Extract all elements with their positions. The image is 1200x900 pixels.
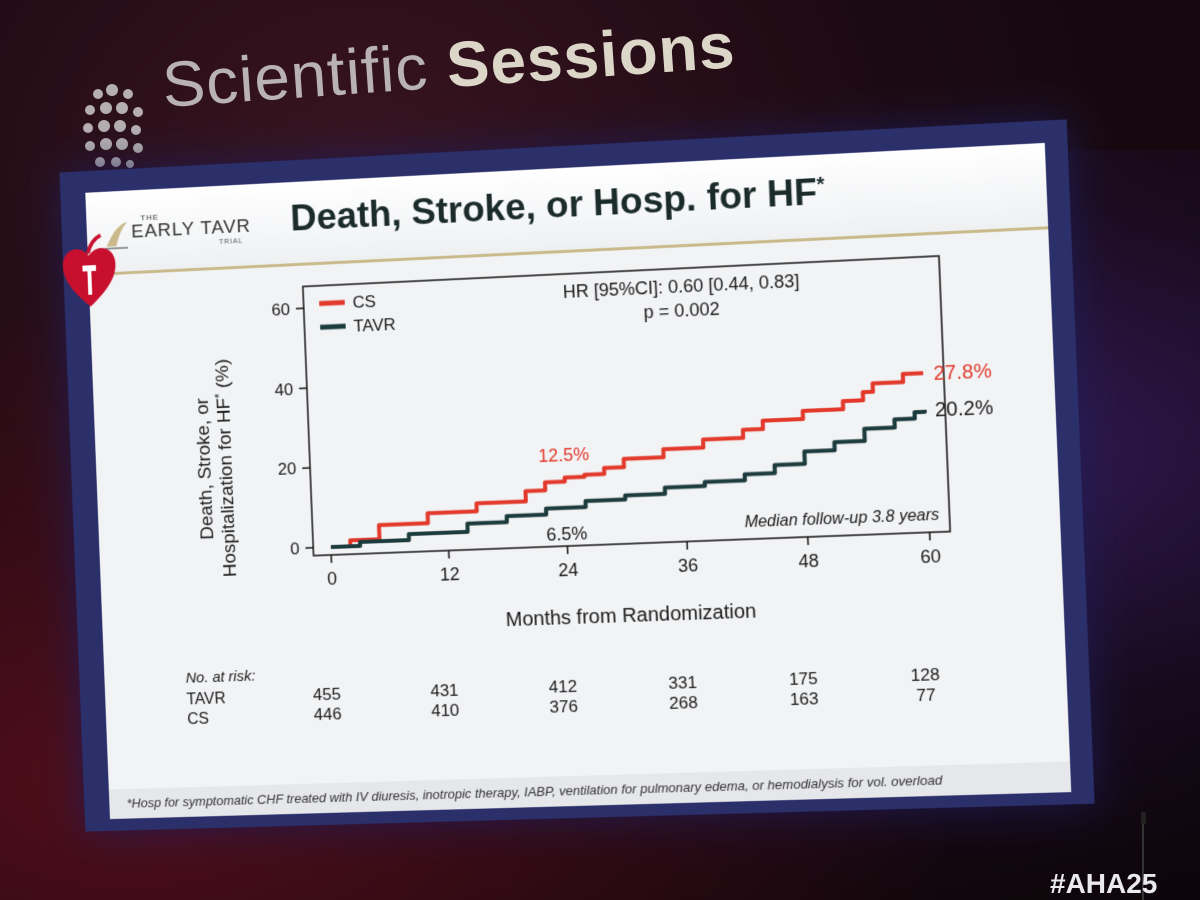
early-tavr-trial-logo: THE EARLY TAVR TRIAL	[102, 205, 269, 263]
slide-title: Death, Stroke, or Hosp. for HF*	[290, 171, 826, 240]
data-label-cs-1: 27.8%	[933, 360, 992, 385]
at-risk-row-label-cs: CS	[187, 711, 209, 729]
x-tick-label-12: 12	[439, 564, 460, 585]
y-axis-label-line2: Hospitalization for HF* (%)	[211, 359, 240, 578]
km-chart: Death, Stroke, or Hospitalization for HF…	[127, 233, 1046, 768]
legend-swatch-cs	[319, 302, 344, 303]
y-tick-label-20: 20	[278, 459, 297, 479]
at-risk-row-label-tavr: TAVR	[186, 690, 226, 708]
x-tick-label-0: 0	[327, 568, 338, 588]
at-risk-tavr-12: 431	[430, 681, 459, 701]
x-tick-label-48: 48	[798, 551, 819, 572]
at-risk-cs-24: 376	[549, 697, 578, 717]
at-risk-tavr-0: 455	[313, 684, 342, 704]
data-label-tavr-0: 6.5%	[546, 523, 588, 545]
at-risk-cs-12: 410	[431, 700, 460, 720]
event-hashtag: #AHA25	[1050, 868, 1157, 900]
at-risk-cs-0: 446	[313, 704, 342, 724]
legend-swatch-tavr	[320, 326, 345, 327]
at-risk-tavr-60: 128	[910, 665, 940, 685]
legend-label-tavr: TAVR	[353, 315, 396, 336]
trial-logo-trial: TRIAL	[219, 238, 243, 246]
data-label-tavr-1: 20.2%	[935, 397, 994, 422]
at-risk-tavr-36: 331	[668, 673, 697, 693]
p-value-text: p = 0.002	[643, 299, 720, 323]
at-risk-title: No. at risk:	[185, 669, 255, 687]
at-risk-tavr-24: 412	[549, 677, 578, 697]
conference-brand: Scientific Sessions	[160, 8, 738, 122]
scientific-sessions-logo-icon	[78, 72, 150, 180]
at-risk-cs-36: 268	[669, 693, 698, 713]
x-tick-label-36: 36	[678, 555, 699, 576]
x-tick-label-24: 24	[558, 559, 579, 580]
y-tick-label-0: 0	[290, 539, 300, 558]
projection-screen: THE EARLY TAVR TRIAL Death, Stroke, or H…	[59, 119, 1094, 831]
followup-text: Median follow-up 3.8 years	[744, 506, 939, 531]
at-risk-tavr-48: 175	[789, 669, 819, 689]
y-tick-label-40: 40	[274, 380, 293, 400]
x-axis-label: Months from Randomization	[505, 600, 756, 631]
hazard-ratio-text: HR [95%CI]: 0.60 [0.44, 0.83]	[563, 271, 800, 302]
slide: THE EARLY TAVR TRIAL Death, Stroke, or H…	[85, 143, 1071, 819]
at-risk-cs-48: 163	[789, 689, 819, 709]
legend-label-cs: CS	[352, 292, 376, 312]
at-risk-cs-60: 77	[916, 685, 936, 705]
aha-heart-logo-icon	[58, 230, 121, 311]
x-tick-label-60: 60	[920, 546, 941, 567]
data-label-cs-0: 12.5%	[538, 444, 590, 466]
y-tick-label-60: 60	[271, 300, 290, 320]
